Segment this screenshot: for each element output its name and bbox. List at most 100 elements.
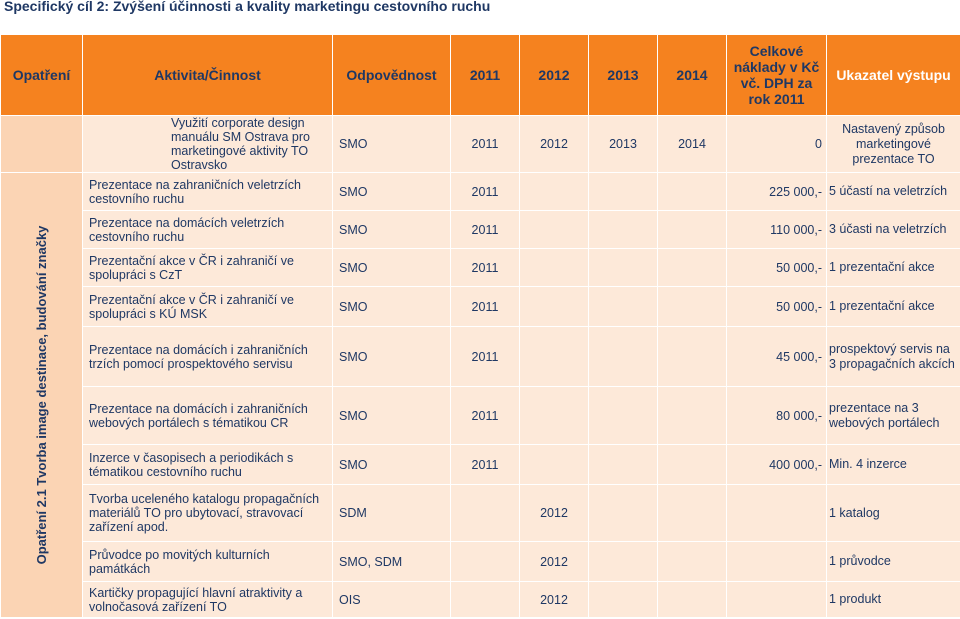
year-2011-cell: 2011	[450, 210, 520, 249]
year-2012-cell: 2012	[519, 115, 589, 173]
header-ukazatel: Ukazatel výstupu	[826, 34, 960, 116]
responsibility-cell: SMO, SDM	[332, 541, 451, 582]
year-2011-cell: 2011	[450, 386, 520, 445]
responsibility-cell: SMO	[332, 248, 451, 287]
activity-cell: Průvodce po movitých kulturních památkác…	[82, 541, 333, 582]
year-2013-cell	[588, 210, 658, 249]
indicator-cell: 1 produkt	[826, 581, 960, 618]
cost-cell: 45 000,-	[726, 326, 827, 387]
year-2013-cell	[588, 444, 658, 485]
responsibility-cell: SMO	[332, 286, 451, 327]
header-year-2013: 2013	[588, 34, 658, 116]
activity-cell: Prezentace na domácích i zahraničních tr…	[82, 326, 333, 387]
table-row: Průvodce po movitých kulturních památkác…	[1, 541, 960, 582]
opatreni-cell: Opatření 2.1 Tvorba image destinace, bud…	[0, 172, 83, 618]
table-row: Inzerce v časopisech a periodikách s tém…	[1, 444, 960, 485]
cost-cell: 400 000,-	[726, 444, 827, 485]
table-row: Prezentace na domácích i zahraničních tr…	[1, 326, 960, 387]
year-2012-cell	[519, 386, 589, 445]
year-2011-cell	[450, 581, 520, 618]
responsibility-cell: OIS	[332, 581, 451, 618]
activity-cell: Inzerce v časopisech a periodikách s tém…	[82, 444, 333, 485]
year-2011-cell	[450, 484, 520, 542]
activity-cell: Tvorba uceleného katalogu propagačních m…	[82, 484, 333, 542]
indicator-cell: 1 prezentační akce	[826, 286, 960, 327]
opatreni-label: Opatření 2.1 Tvorba image destinace, bud…	[33, 225, 49, 565]
year-2012-cell: 2012	[519, 581, 589, 618]
year-2013-cell	[588, 326, 658, 387]
indicator-cell: 3 účasti na veletrzích	[826, 210, 960, 249]
year-2012-cell	[519, 286, 589, 327]
header-opatreni: Opatření	[0, 34, 83, 116]
year-2011-cell: 2011	[450, 286, 520, 327]
indicator-cell: prezentace na 3 webových portálech	[826, 386, 960, 445]
responsibility-cell: SMO	[332, 210, 451, 249]
marketing-table: Opatření Aktivita/Činnost Odpovědnost 20…	[0, 34, 960, 618]
indicator-cell: 1 katalog	[826, 484, 960, 542]
cost-cell: 80 000,-	[726, 386, 827, 445]
activity-cell: Využití corporate design manuálu SM Ostr…	[82, 115, 333, 173]
table-row: Kartičky propagující hlavní atraktivity …	[1, 581, 960, 618]
table-row: Využití corporate design manuálu SM Ostr…	[0, 115, 960, 173]
year-2011-cell: 2011	[450, 172, 520, 211]
responsibility-cell: SMO	[332, 172, 451, 211]
cost-cell: 50 000,-	[726, 286, 827, 327]
header-row: Opatření Aktivita/Činnost Odpovědnost 20…	[0, 34, 960, 116]
header-year-2012: 2012	[519, 34, 589, 116]
year-2012-cell	[519, 248, 589, 287]
year-2013-cell	[588, 541, 658, 582]
year-2011-cell: 2011	[450, 444, 520, 485]
year-2014-cell	[657, 484, 727, 542]
activity-cell: Prezentace na zahraničních veletrzích ce…	[82, 172, 333, 211]
year-2014-cell	[657, 172, 727, 211]
responsibility-cell: SMO	[332, 326, 451, 387]
year-2014-cell	[657, 326, 727, 387]
responsibility-cell: SDM	[332, 484, 451, 542]
year-2013-cell	[588, 172, 658, 211]
cost-cell	[726, 541, 827, 582]
year-2013-cell	[588, 484, 658, 542]
table-row: Tvorba uceleného katalogu propagačních m…	[1, 484, 960, 542]
year-2011-cell: 2011	[450, 115, 520, 173]
year-2013-cell: 2013	[588, 115, 658, 173]
year-2014-cell: 2014	[657, 115, 727, 173]
year-2013-cell	[588, 248, 658, 287]
year-2014-cell	[657, 286, 727, 327]
year-2012-cell	[519, 210, 589, 249]
cost-cell: 0	[726, 115, 827, 173]
table-row: Prezentace na domácích veletrzích cestov…	[1, 210, 960, 249]
activity-cell: Kartičky propagující hlavní atraktivity …	[82, 581, 333, 618]
responsibility-cell: SMO	[332, 444, 451, 485]
year-2012-cell: 2012	[519, 484, 589, 542]
cost-cell: 50 000,-	[726, 248, 827, 287]
year-2014-cell	[657, 386, 727, 445]
activity-cell: Prezentační akce v ČR i zahraničí ve spo…	[82, 248, 333, 287]
cost-cell	[726, 484, 827, 542]
year-2012-cell	[519, 444, 589, 485]
year-2013-cell	[588, 386, 658, 445]
year-2012-cell	[519, 172, 589, 211]
year-2012-cell	[519, 326, 589, 387]
opatreni-empty-cell	[0, 115, 83, 173]
cost-cell: 110 000,-	[726, 210, 827, 249]
year-2011-cell: 2011	[450, 248, 520, 287]
year-2014-cell	[657, 541, 727, 582]
header-aktivita: Aktivita/Činnost	[82, 34, 333, 116]
year-2012-cell: 2012	[519, 541, 589, 582]
indicator-cell: 1 průvodce	[826, 541, 960, 582]
table-row: Prezentační akce v ČR i zahraničí ve spo…	[1, 286, 960, 327]
header-year-2011: 2011	[450, 34, 520, 116]
indicator-cell: 1 prezentační akce	[826, 248, 960, 287]
indicator-cell: Min. 4 inzerce	[826, 444, 960, 485]
year-2013-cell	[588, 581, 658, 618]
indicator-cell: Nastavený způsob marketingové prezentace…	[826, 115, 960, 173]
activity-cell: Prezentace na domácích veletrzích cestov…	[82, 210, 333, 249]
header-naklady: Celkové náklady v Kč vč. DPH za rok 2011	[726, 34, 827, 116]
cost-cell	[726, 581, 827, 618]
year-2014-cell	[657, 444, 727, 485]
header-odpovednost: Odpovědnost	[332, 34, 451, 116]
responsibility-cell: SMO	[332, 115, 451, 173]
year-2014-cell	[657, 581, 727, 618]
table-row: Prezentace na domácích i zahraničních we…	[1, 386, 960, 445]
table-row: Opatření 2.1 Tvorba image destinace, bud…	[0, 172, 960, 618]
